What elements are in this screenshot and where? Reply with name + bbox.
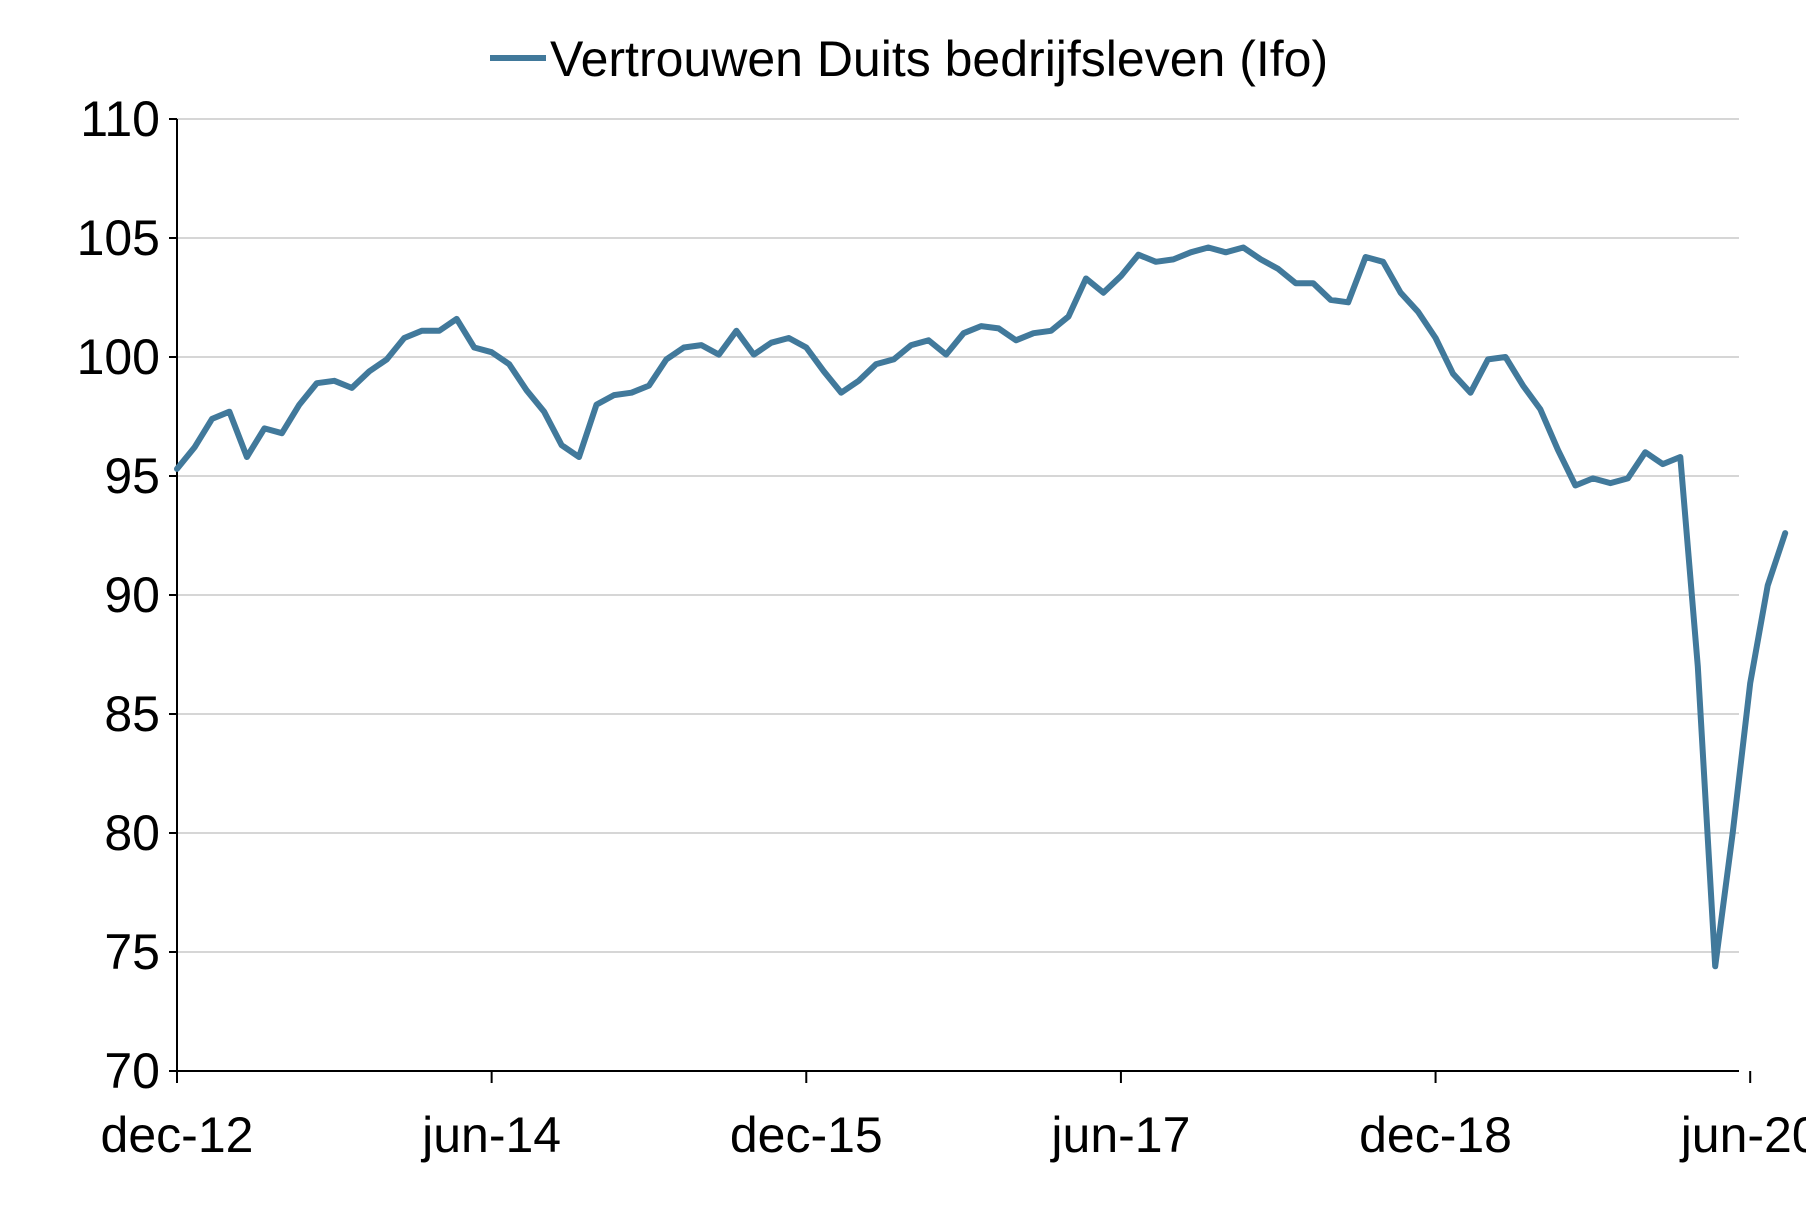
y-tick-label: 85 [104,686,160,742]
y-tick-label: 75 [104,924,160,980]
y-tick-label: 95 [104,448,160,504]
legend: Vertrouwen Duits bedrijfsleven (Ifo) [490,31,1328,87]
y-tick-label: 80 [104,805,160,861]
x-tick-label: dec-18 [1359,1107,1512,1163]
y-tick-label: 70 [104,1043,160,1099]
gridlines [177,118,1739,953]
x-tick-label: dec-12 [101,1107,254,1163]
x-tick-label: dec-15 [730,1107,883,1163]
x-tick-label: jun-17 [1049,1107,1190,1163]
y-tick-label: 100 [77,329,160,385]
y-tick-label: 110 [80,91,160,147]
series-line-ifo [174,244,1789,970]
legend-series-label: Vertrouwen Duits bedrijfsleven (Ifo) [550,31,1328,87]
x-tick-label: jun-20 [1679,1107,1806,1163]
y-tick-label: 105 [77,210,160,266]
y-tick-label: 90 [104,567,160,623]
x-axis-ticks: dec-12 jun-14 dec-15 jun-17 dec-18 jun-20 [101,1071,1806,1163]
y-axis-ticks: 70 75 80 85 90 95 100 105 110 [77,91,177,1099]
x-tick-label: jun-14 [420,1107,561,1163]
